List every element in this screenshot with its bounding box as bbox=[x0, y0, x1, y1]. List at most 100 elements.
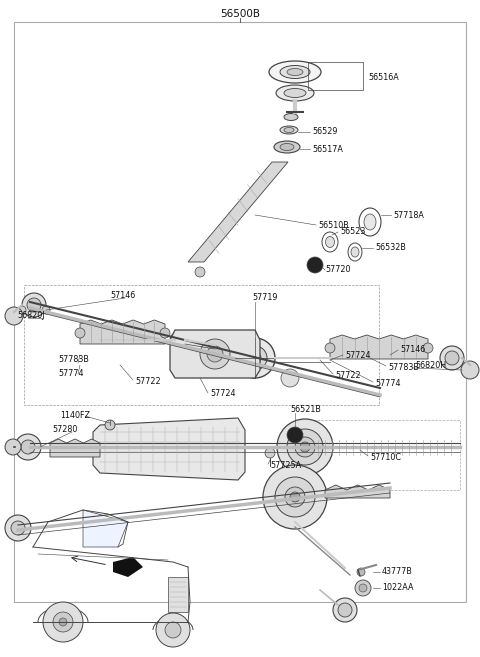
Text: 56523: 56523 bbox=[340, 227, 365, 237]
Text: 57722: 57722 bbox=[335, 371, 360, 380]
Text: 56529: 56529 bbox=[312, 127, 337, 137]
Polygon shape bbox=[80, 320, 165, 344]
Circle shape bbox=[15, 434, 41, 460]
Circle shape bbox=[43, 602, 83, 642]
Ellipse shape bbox=[287, 68, 303, 76]
Text: 56516A: 56516A bbox=[368, 72, 399, 81]
Polygon shape bbox=[170, 330, 260, 378]
Ellipse shape bbox=[364, 214, 376, 230]
Circle shape bbox=[277, 419, 333, 475]
Text: 57724: 57724 bbox=[210, 390, 236, 399]
Circle shape bbox=[11, 521, 25, 535]
Text: 57783B: 57783B bbox=[58, 355, 89, 365]
Circle shape bbox=[461, 361, 479, 379]
Circle shape bbox=[18, 306, 26, 314]
Text: 57774: 57774 bbox=[375, 378, 400, 388]
Circle shape bbox=[195, 267, 205, 277]
Circle shape bbox=[235, 338, 275, 378]
Bar bbox=[295, 420, 460, 490]
Text: 57146: 57146 bbox=[110, 290, 135, 300]
Ellipse shape bbox=[269, 61, 321, 83]
Circle shape bbox=[423, 343, 433, 353]
Text: 57722: 57722 bbox=[135, 378, 161, 386]
Ellipse shape bbox=[325, 237, 335, 248]
Text: 57725A: 57725A bbox=[270, 461, 301, 470]
Circle shape bbox=[200, 339, 230, 369]
Circle shape bbox=[160, 328, 170, 338]
Circle shape bbox=[333, 598, 357, 622]
Circle shape bbox=[275, 477, 315, 517]
Text: 56532B: 56532B bbox=[375, 244, 406, 252]
Text: 57724: 57724 bbox=[345, 350, 371, 359]
Circle shape bbox=[357, 568, 365, 576]
Circle shape bbox=[59, 618, 67, 626]
Circle shape bbox=[22, 293, 46, 317]
Text: 56500B: 56500B bbox=[220, 9, 260, 19]
Polygon shape bbox=[50, 439, 100, 457]
Ellipse shape bbox=[351, 247, 359, 257]
Circle shape bbox=[307, 257, 323, 273]
Circle shape bbox=[249, 352, 261, 364]
Circle shape bbox=[445, 351, 459, 365]
Polygon shape bbox=[330, 335, 428, 359]
Text: 57146: 57146 bbox=[400, 346, 425, 355]
Ellipse shape bbox=[284, 127, 294, 133]
Circle shape bbox=[5, 515, 31, 541]
Text: 57718A: 57718A bbox=[393, 210, 424, 219]
Circle shape bbox=[355, 580, 371, 596]
Circle shape bbox=[5, 307, 23, 325]
Polygon shape bbox=[93, 418, 245, 480]
Circle shape bbox=[27, 298, 41, 312]
Text: 57720: 57720 bbox=[325, 265, 350, 275]
Circle shape bbox=[21, 440, 35, 454]
Text: 56820H: 56820H bbox=[415, 361, 446, 369]
Circle shape bbox=[287, 429, 323, 465]
Bar bbox=[14, 22, 466, 602]
Text: 57280: 57280 bbox=[52, 426, 77, 434]
Text: 56521B: 56521B bbox=[290, 405, 321, 415]
Circle shape bbox=[42, 306, 50, 314]
Circle shape bbox=[281, 369, 299, 387]
Text: 1022AA: 1022AA bbox=[382, 583, 413, 593]
Circle shape bbox=[165, 622, 181, 638]
Polygon shape bbox=[83, 510, 128, 547]
Circle shape bbox=[156, 613, 190, 647]
Ellipse shape bbox=[284, 114, 298, 120]
Text: 56510B: 56510B bbox=[318, 221, 349, 229]
Circle shape bbox=[295, 437, 315, 457]
Circle shape bbox=[338, 603, 352, 617]
Ellipse shape bbox=[274, 141, 300, 153]
Circle shape bbox=[53, 612, 73, 632]
Text: 57774: 57774 bbox=[58, 369, 84, 378]
Polygon shape bbox=[188, 162, 288, 262]
Ellipse shape bbox=[280, 66, 310, 78]
Polygon shape bbox=[325, 485, 390, 498]
Polygon shape bbox=[113, 557, 143, 577]
Circle shape bbox=[287, 427, 303, 443]
Ellipse shape bbox=[276, 85, 314, 101]
Circle shape bbox=[325, 343, 335, 353]
Bar bbox=[24, 285, 379, 405]
Circle shape bbox=[5, 439, 21, 455]
Ellipse shape bbox=[280, 143, 294, 150]
Text: 56517A: 56517A bbox=[312, 145, 343, 154]
Bar bbox=[308, 62, 363, 90]
Circle shape bbox=[300, 442, 310, 452]
Circle shape bbox=[440, 346, 464, 370]
Bar bbox=[168, 577, 188, 612]
Text: 57719: 57719 bbox=[252, 294, 277, 302]
Circle shape bbox=[75, 328, 85, 338]
Circle shape bbox=[263, 465, 327, 529]
Text: 1140FZ: 1140FZ bbox=[60, 411, 90, 420]
Circle shape bbox=[207, 346, 223, 362]
Circle shape bbox=[218, 363, 232, 377]
Circle shape bbox=[285, 487, 305, 507]
Text: 43777B: 43777B bbox=[382, 568, 413, 576]
Circle shape bbox=[359, 584, 367, 592]
Circle shape bbox=[170, 332, 186, 348]
Text: 56820J: 56820J bbox=[17, 311, 45, 319]
Circle shape bbox=[265, 448, 275, 458]
Text: 57783B: 57783B bbox=[388, 363, 419, 373]
Ellipse shape bbox=[280, 126, 298, 134]
Circle shape bbox=[243, 346, 267, 370]
